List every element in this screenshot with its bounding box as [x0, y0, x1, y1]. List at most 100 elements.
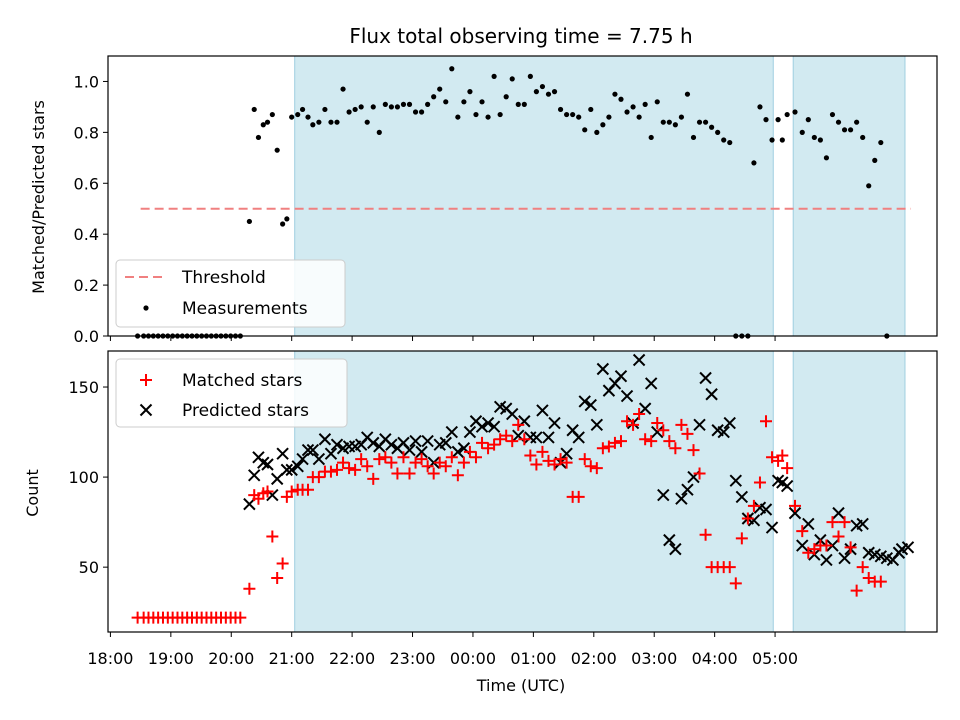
measurement-point: [264, 119, 271, 125]
predicted-point: [542, 431, 555, 444]
matched-point: [324, 465, 337, 478]
matched-point: [385, 456, 398, 469]
x-axis-label: Time (UTC): [476, 676, 565, 695]
measurement-point: [473, 111, 479, 118]
measurement-point: [299, 106, 306, 113]
predicted-point: [324, 447, 338, 460]
predicted-point: [596, 362, 610, 376]
bottom-y-tick-label: 150: [68, 378, 99, 397]
predicted-point: [409, 434, 422, 448]
predicted-point: [780, 479, 794, 493]
measurement-point: [817, 137, 823, 143]
predicted-point: [620, 389, 634, 403]
matched-point: [476, 436, 489, 449]
predicted-point: [280, 463, 294, 477]
predicted-point: [572, 431, 585, 444]
predicted-point: [463, 425, 477, 439]
predicted-point: [657, 488, 670, 502]
matched-point: [276, 557, 289, 570]
predicted-point: [306, 443, 320, 457]
measurement-point: [295, 111, 301, 118]
matched-point: [808, 543, 821, 556]
matched-point: [261, 485, 274, 498]
matched-point: [403, 467, 416, 480]
measurement-point: [289, 114, 295, 120]
matched-point: [776, 449, 789, 462]
measurement-point: [618, 96, 624, 102]
measurement-point: [316, 119, 322, 125]
predicted-point: [291, 460, 304, 473]
measurement-point: [394, 104, 401, 110]
measurement-point: [491, 73, 497, 79]
matched-point: [506, 435, 519, 448]
predicted-point: [578, 395, 591, 408]
matched-point: [373, 453, 386, 466]
predicted-point: [826, 539, 839, 552]
measurement-point: [515, 101, 521, 107]
measurement-point: [352, 106, 358, 113]
measurement-point: [461, 99, 467, 105]
predicted-point: [451, 445, 465, 459]
predicted-point: [403, 443, 416, 457]
x-axis: 18:00 19:00 20:00 21:00 22:00 23:00 00:00 01:00…: [87, 649, 798, 668]
matched-point: [542, 454, 555, 467]
predicted-point: [536, 404, 549, 417]
predicted-point: [530, 431, 543, 444]
matched-point: [663, 435, 676, 448]
predicted-point: [802, 517, 815, 531]
matched-point: [463, 445, 476, 458]
measurement-point: [606, 114, 612, 120]
panel-frame-2: [107, 350, 938, 633]
measurement-point: [364, 119, 370, 125]
legend-matched-swatch: [140, 374, 152, 386]
predicted-point: [248, 469, 261, 482]
bottom-legend-box: [115, 358, 348, 428]
predicted-point: [759, 503, 773, 516]
matched-point: [421, 460, 434, 473]
bottom-y-tick-label: 100: [68, 468, 99, 487]
measurement-point: [564, 111, 570, 118]
predicted-point: [590, 418, 604, 432]
observing-window-2-2: [792, 350, 906, 633]
measurement-point: [690, 134, 697, 141]
predicted-point: [651, 425, 664, 439]
measurement-point: [792, 109, 798, 115]
matched-point: [331, 463, 344, 476]
predicted-point: [663, 533, 676, 547]
predicted-point: [693, 418, 706, 432]
matched-point: [862, 571, 875, 584]
measurement-point: [779, 137, 785, 143]
measurement-point: [702, 119, 709, 125]
predicted-point: [644, 377, 658, 390]
measurement-point: [636, 114, 642, 120]
matched-point: [572, 490, 585, 503]
matched-point: [518, 433, 531, 446]
predicted-point: [560, 447, 573, 460]
measurement-point: [376, 129, 382, 135]
matched-point: [560, 456, 573, 469]
matched-point: [590, 462, 603, 475]
observing-window-1-2: [792, 55, 906, 337]
measurement-point: [255, 134, 262, 141]
measurement-point: [829, 111, 836, 118]
measurement-point: [246, 218, 252, 225]
measurement-point: [251, 106, 257, 113]
measurement-point: [666, 119, 672, 125]
predicted-point: [261, 458, 274, 471]
top-panel: 0.0 0.2 0.4 0.6 0.8 1.0 Threshold Measurements: [74, 55, 938, 346]
matched-point: [271, 571, 284, 584]
predicted-point: [330, 438, 344, 451]
observing-window-2-1: [294, 350, 774, 633]
measurement-point: [412, 109, 419, 115]
measurement-point: [533, 89, 539, 95]
measurement-point: [660, 119, 666, 125]
matched-point: [699, 528, 712, 541]
measurement-point: [479, 99, 485, 105]
matched-point: [234, 611, 247, 624]
predicted-point: [723, 416, 736, 430]
measurement-point: [260, 122, 266, 128]
matched-point: [614, 435, 627, 448]
predicted-point: [614, 370, 628, 383]
x-tick-label: 19:00: [148, 649, 194, 668]
